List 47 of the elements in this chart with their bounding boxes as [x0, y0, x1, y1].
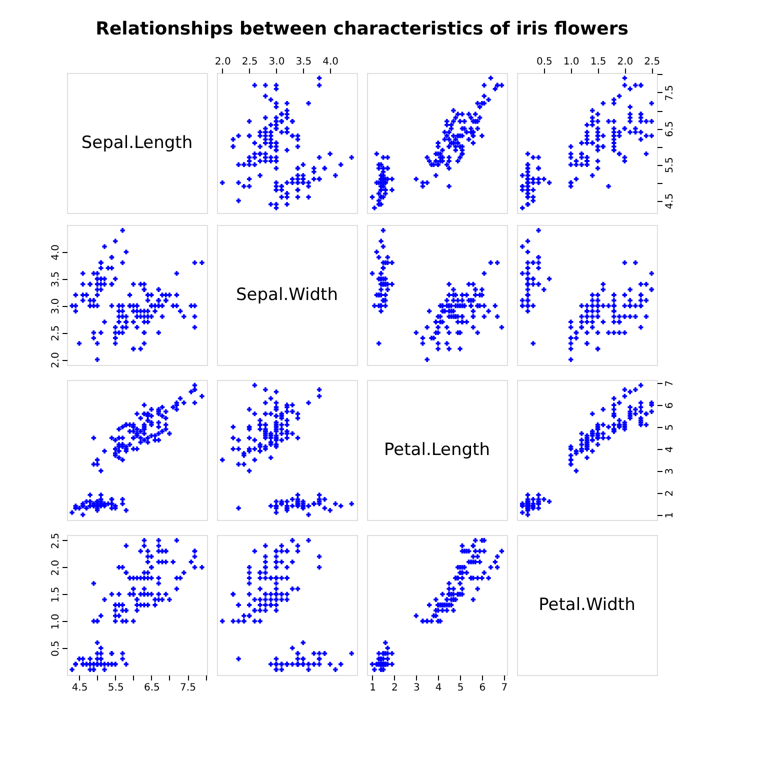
x-tick-label: 4.5: [72, 682, 88, 694]
x-tick-label: 7: [501, 682, 508, 694]
y-tick-label: 2.0: [50, 560, 62, 576]
y-tick-label: 4.0: [50, 244, 62, 260]
x-tick-label: 2.0: [617, 56, 634, 68]
y-tick-label: 2.5: [50, 325, 62, 342]
y-tick-label: 6: [664, 402, 676, 409]
y-tick-label: 1.5: [50, 586, 62, 603]
y-tick-label: 2.5: [50, 532, 62, 549]
y-tick-label: 4: [664, 446, 676, 453]
x-tick-label: 2.5: [644, 56, 660, 68]
text: Relationships between characteristics of iris flowers: [96, 18, 628, 40]
x-tick-label: 2: [392, 682, 398, 694]
y-tick-label: 1: [664, 512, 676, 518]
y-tick-label: 3: [664, 468, 676, 475]
x-tick-label: 1.0: [563, 56, 580, 68]
y-tick-label: 7.5: [664, 85, 676, 101]
y-tick-label: 2: [664, 490, 676, 496]
text: Sepal.Width: [236, 285, 338, 305]
x-tick-label: 6: [479, 682, 486, 694]
x-tick-label: 5.5: [108, 682, 124, 694]
text: Petal.Width: [538, 595, 636, 615]
x-tick-label: 1.5: [590, 56, 606, 68]
text: Sepal.Length: [81, 133, 193, 153]
y-tick-label: 4.5: [664, 193, 676, 210]
x-tick-label: 2.0: [214, 56, 231, 68]
x-tick-label: 3.0: [268, 56, 285, 68]
x-tick-label: 1: [370, 682, 376, 694]
y-tick-label: 5.5: [664, 157, 676, 174]
x-tick-label: 4: [435, 682, 442, 694]
y-tick-label: 0.5: [50, 640, 62, 657]
y-tick-label: 5: [664, 424, 676, 431]
x-tick-label: 6.5: [144, 682, 160, 694]
text: Petal.Length: [384, 440, 490, 460]
y-tick-label: 7: [664, 380, 676, 387]
y-tick-label: 1.0: [50, 614, 62, 630]
x-tick-label: 2.5: [242, 56, 258, 68]
y-tick-label: 2.0: [50, 352, 62, 368]
x-tick-label: 3.5: [296, 56, 312, 68]
y-tick-label: 6.5: [664, 121, 676, 138]
y-tick-label: 3.0: [50, 298, 62, 314]
x-tick-label: 7.5: [180, 682, 196, 694]
y-tick-label: 3.5: [50, 271, 62, 288]
x-tick-label: 0.5: [536, 56, 552, 68]
x-tick-label: 4.0: [322, 56, 339, 68]
x-tick-label: 5: [457, 682, 464, 694]
x-tick-label: 3: [413, 682, 420, 694]
